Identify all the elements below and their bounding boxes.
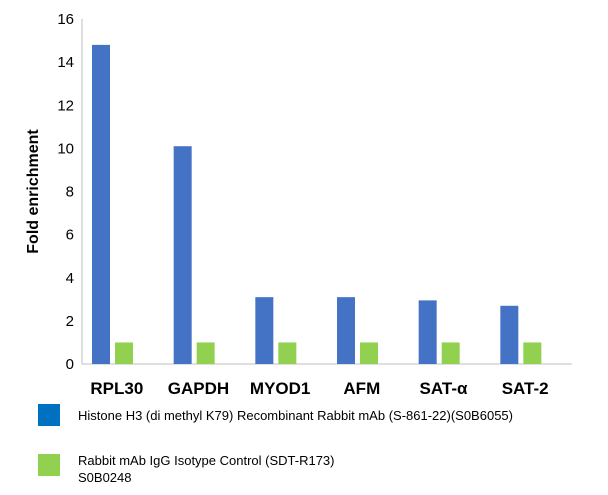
y-tick-label: 10 — [57, 140, 74, 157]
bar-chart: 0 2 4 6 8 10 12 14 16 RPL30 GAPDH MYOD1 AFM SAT-α SAT… — [25, 11, 572, 398]
legend-label-series-1: Histone H3 (di methyl K79) Recombinant R… — [78, 408, 513, 423]
y-tick-label: 8 — [66, 184, 74, 201]
category-labels: RPL30 GAPDH MYOD1 AFM SAT-α SAT-2 — [90, 379, 548, 398]
y-tick-label: 2 — [66, 313, 74, 330]
legend-swatch-series-2 — [38, 454, 60, 476]
bar-series-2-1 — [196, 342, 215, 364]
category-label: SAT-α — [420, 379, 468, 398]
category-label: AFM — [343, 379, 380, 398]
legend: Histone H3 (di methyl K79) Recombinant R… — [38, 404, 598, 494]
legend-swatch-series-1 — [38, 404, 60, 426]
category-label: RPL30 — [90, 379, 143, 398]
bar-series-1-5 — [500, 305, 519, 364]
bar-series-1-0 — [92, 44, 110, 364]
legend-item-series-2: Rabbit mAb IgG Isotype Control (SDT-R173… — [38, 452, 598, 492]
legend-label-series-2: Rabbit mAb IgG Isotype Control (SDT-R173… — [78, 452, 335, 486]
y-tick-label: 0 — [66, 356, 74, 373]
bar-series-1-3 — [337, 297, 355, 364]
bar-series-1-2 — [255, 297, 274, 364]
y-tick-label: 12 — [57, 97, 74, 114]
y-axis-label: Fold enrichment — [25, 129, 42, 254]
bar-series-1-1 — [173, 146, 192, 364]
bar-series-2-5 — [523, 342, 542, 364]
category-label: SAT-2 — [502, 379, 549, 398]
legend-label-series-2-line-1: Rabbit mAb IgG Isotype Control (SDT-R173… — [78, 453, 335, 468]
bar-series-1-4 — [418, 300, 437, 364]
bar-series-2-4 — [441, 342, 460, 364]
bars — [92, 44, 542, 364]
legend-label-series-2-line-2: S0B0248 — [78, 470, 132, 485]
legend-item-series-1: Histone H3 (di methyl K79) Recombinant R… — [38, 404, 598, 428]
category-label: MYOD1 — [250, 379, 310, 398]
y-tick-label: 4 — [66, 270, 74, 287]
y-ticks: 0 2 4 6 8 10 12 14 16 — [57, 11, 74, 373]
category-label: GAPDH — [168, 379, 229, 398]
bar-series-2-0 — [115, 342, 133, 364]
y-tick-label: 6 — [66, 227, 74, 244]
bar-series-2-3 — [360, 342, 378, 364]
y-tick-label: 16 — [57, 11, 74, 28]
y-tick-label: 14 — [57, 54, 74, 71]
bar-series-2-2 — [278, 342, 297, 364]
